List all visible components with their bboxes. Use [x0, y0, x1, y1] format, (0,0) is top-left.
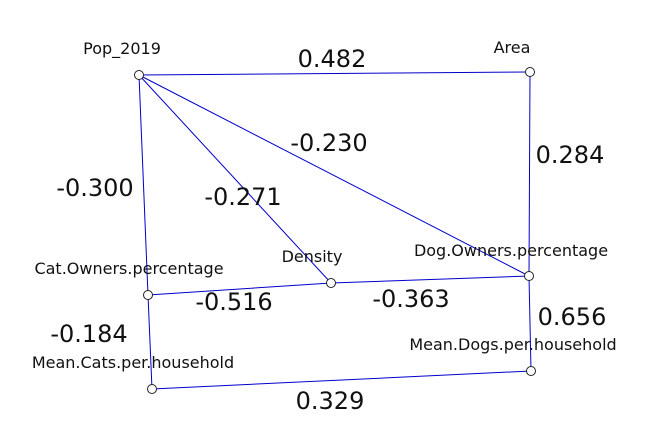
node-mean_dogs	[526, 366, 536, 376]
node-label-mean_cats: Mean.Cats.per.household	[32, 353, 234, 372]
edge-pop-density	[138, 74, 332, 284]
node-area	[525, 67, 535, 77]
node-pop	[134, 70, 144, 80]
edge-cat_own-density	[147, 282, 332, 296]
node-density	[326, 278, 336, 288]
edge-label-mean_cats-mean_dogs: 0.329	[296, 387, 365, 415]
edge-area-dog_own	[528, 71, 531, 277]
edge-label-area-dog_own: 0.284	[536, 141, 605, 169]
node-label-mean_dogs: Mean.Dogs.per.household	[409, 335, 616, 354]
edge-pop-cat_own	[138, 74, 149, 296]
edge-mean_cats-mean_dogs	[151, 370, 532, 390]
node-cat_own	[143, 290, 153, 300]
node-mean_cats	[147, 384, 157, 394]
edge-labels-layer: 0.482 -0.230 -0.271 -0.300 0.284 -0.516 -0.363…	[50, 45, 606, 415]
edge-cat_own-mean_cats	[147, 294, 153, 390]
edge-label-pop-cat_own: -0.300	[56, 174, 133, 202]
edge-pop-area	[138, 71, 531, 76]
nodes-layer	[134, 67, 536, 394]
edges-layer	[138, 71, 532, 390]
edge-pop-dog_own	[138, 74, 530, 277]
node-dog_own	[524, 271, 534, 281]
edge-label-pop-area: 0.482	[298, 45, 367, 73]
node-label-cat_own: Cat.Owners.percentage	[34, 259, 223, 278]
node-label-density: Density	[282, 247, 343, 266]
edge-label-cat_own-density: -0.516	[195, 288, 272, 316]
node-labels-layer: Pop_2019 Area Density Dog.Owners.percentage…	[32, 38, 617, 372]
node-label-pop: Pop_2019	[83, 39, 161, 59]
edge-density-dog_own	[330, 275, 530, 284]
node-label-area: Area	[494, 38, 531, 57]
edge-label-density-dog_own: -0.363	[372, 285, 449, 313]
node-label-dog_own: Dog.Owners.percentage	[414, 241, 608, 260]
edge-label-pop-density: -0.271	[204, 183, 281, 211]
edge-dog_own-mean_dogs	[528, 275, 532, 372]
edge-label-cat_own-mean_cats: -0.184	[50, 320, 127, 348]
edge-label-pop-dog_own: -0.230	[290, 129, 367, 157]
edge-label-dog_own-mean_dogs: 0.656	[538, 303, 607, 331]
